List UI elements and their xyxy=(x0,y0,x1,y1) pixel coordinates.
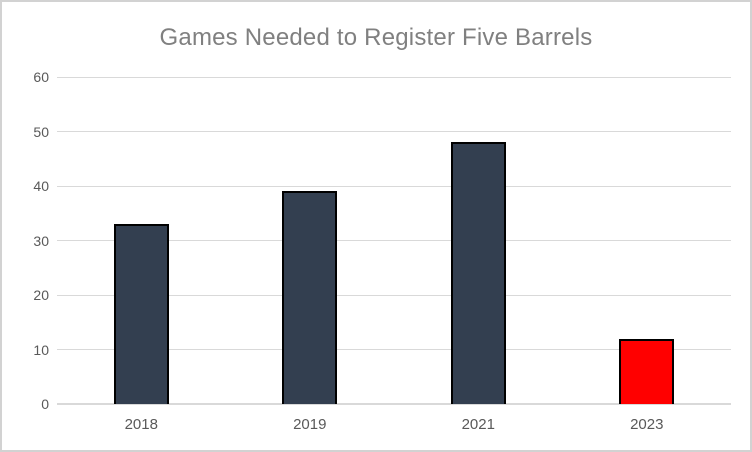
chart-title: Games Needed to Register Five Barrels xyxy=(159,24,593,51)
y-tick-label: 50 xyxy=(33,123,49,140)
x-tick-label: 2019 xyxy=(293,416,327,433)
y-tick-label: 40 xyxy=(33,178,49,194)
y-tick-label: 60 xyxy=(33,69,49,85)
gridline xyxy=(57,240,731,241)
y-tick-label: 20 xyxy=(33,287,49,303)
y-tick-label: 10 xyxy=(33,341,49,358)
x-tick-label: 2023 xyxy=(630,416,664,433)
bar-2019 xyxy=(282,191,338,404)
bar-2023 xyxy=(619,338,675,404)
x-tick-label: 2021 xyxy=(461,416,495,433)
gridline xyxy=(57,131,731,132)
gridline xyxy=(57,185,731,187)
y-tick-label: 30 xyxy=(33,232,49,249)
x-axis-line xyxy=(57,403,731,405)
bar-2021 xyxy=(450,142,506,404)
gridline xyxy=(57,294,731,296)
gridline xyxy=(57,76,731,78)
bar-2018 xyxy=(113,224,169,404)
x-tick-label: 2018 xyxy=(124,416,158,433)
gridline xyxy=(57,349,731,350)
y-tick-label: 0 xyxy=(41,396,49,412)
plot-area: 0 10 20 30 40 50 60 2018 2019 2021 2023 xyxy=(33,70,731,433)
